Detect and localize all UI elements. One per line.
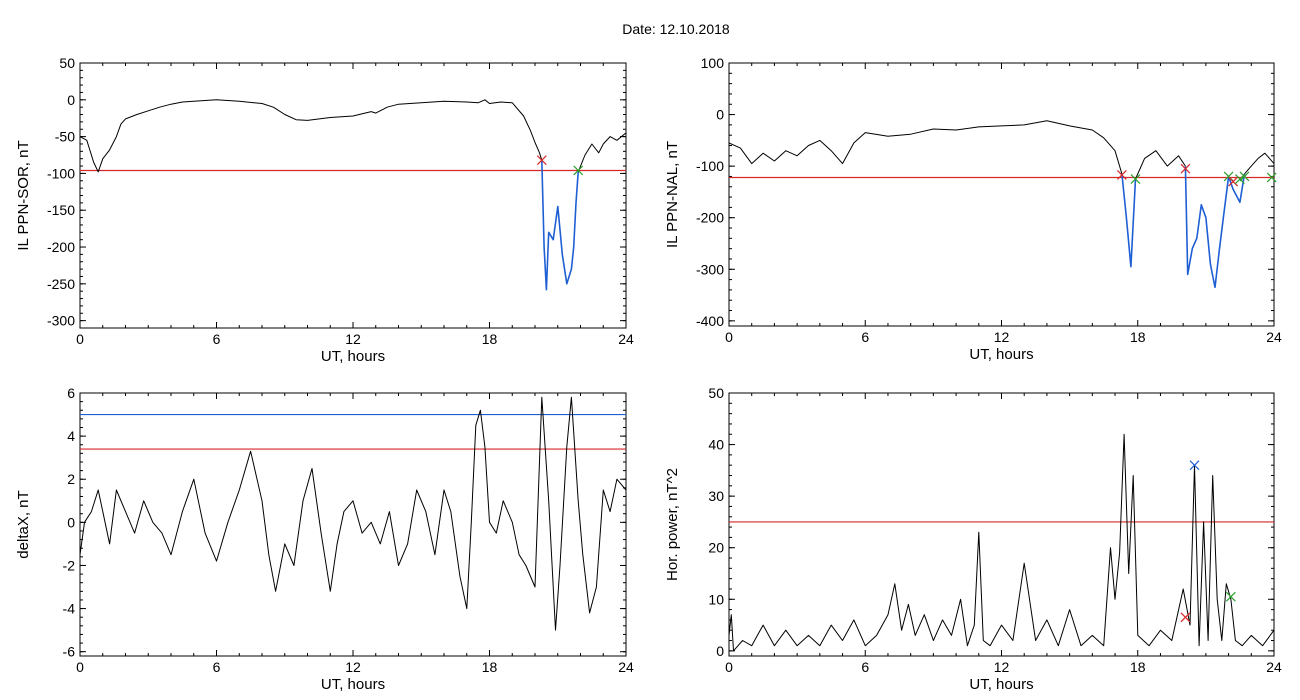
series-line-5: [1244, 152, 1274, 175]
y-tick-label: -200: [696, 210, 724, 226]
x-tick-label: 0: [725, 329, 733, 345]
x-tick-label: 0: [76, 331, 84, 347]
plot-frame: [728, 392, 1275, 657]
x-tick-label: 18: [482, 659, 498, 675]
y-tick-label: 30: [708, 488, 724, 504]
y-tick-label: -6: [63, 644, 76, 660]
y-tick-label: -100: [47, 165, 75, 181]
plot-area: [80, 99, 626, 291]
y-tick-label: 50: [708, 385, 724, 401]
y-tick-label: -200: [47, 239, 75, 255]
series-line-1: [729, 433, 1274, 652]
y-tick-label: -150: [47, 202, 75, 218]
cross-marker: [1266, 172, 1277, 183]
y-tick-label: 0: [716, 107, 724, 123]
x-tick-label: 6: [213, 659, 221, 675]
cross-marker: [1180, 163, 1191, 174]
x-tick-label: 18: [1130, 329, 1146, 345]
x-axis-label: UT, hours: [321, 348, 385, 365]
x-tick-label: 6: [861, 659, 869, 675]
y-tick-label: -250: [47, 276, 75, 292]
y-tick-label: 40: [708, 437, 724, 453]
plot-area: [729, 433, 1274, 652]
x-axis-label: UT, hours: [969, 346, 1033, 363]
y-axis-label: Hor. power, nT^2: [664, 468, 681, 581]
y-tick-label: 10: [708, 591, 724, 607]
y-tick-label: -300: [696, 261, 724, 277]
plot-frame: [728, 62, 1275, 327]
y-tick-label: 6: [67, 385, 75, 401]
x-tick-label: 24: [1266, 659, 1282, 675]
x-tick-label: 12: [345, 331, 361, 347]
y-tick-label: -4: [63, 601, 76, 617]
series-line-2: [1121, 173, 1137, 268]
plot-area: [729, 120, 1274, 289]
series-line-1: [80, 99, 543, 173]
plot-frame: [79, 62, 627, 329]
series-line-1: [80, 396, 626, 631]
y-tick-label: -100: [696, 158, 724, 174]
y-tick-label: -300: [47, 313, 75, 329]
y-tick-label: 4: [67, 428, 75, 444]
series-line-2: [541, 160, 579, 291]
panel-3: 0 6 12 18 24 6 4 2 0 -2 -4 -6 UT, hours deltaX, nT: [15, 385, 634, 693]
x-tick-label: 18: [482, 331, 498, 347]
x-tick-label: 24: [618, 331, 634, 347]
cross-marker: [1180, 612, 1191, 623]
y-tick-label: 100: [701, 55, 725, 71]
cross-marker: [1228, 176, 1239, 187]
x-tick-label: 0: [725, 659, 733, 675]
y-axis-label: deltaX, nT: [15, 490, 32, 558]
x-tick-label: 6: [213, 331, 221, 347]
y-tick-label: -400: [696, 313, 724, 329]
x-tick-label: 0: [76, 659, 84, 675]
plot-area: [80, 396, 626, 631]
y-tick-label: 50: [59, 55, 75, 71]
x-tick-label: 24: [618, 659, 634, 675]
cross-marker: [1225, 591, 1236, 602]
series-line-3: [577, 132, 626, 173]
x-axis-label: UT, hours: [969, 676, 1033, 693]
x-tick-label: 6: [861, 329, 869, 345]
y-tick-label: -50: [55, 129, 75, 145]
x-tick-label: 12: [345, 659, 361, 675]
series-line-3: [1135, 150, 1186, 180]
panel-1: 0 6 12 18 24 50 0 -50 -100 -150 -200 -250 -300 UT, ho…: [15, 55, 634, 365]
x-tick-label: 12: [994, 659, 1010, 675]
cross-marker: [1239, 171, 1250, 182]
y-tick-label: 0: [716, 643, 724, 659]
x-tick-label: 24: [1266, 329, 1282, 345]
y-tick-label: -2: [63, 557, 76, 573]
y-tick-label: 20: [708, 540, 724, 556]
cross-marker: [536, 155, 547, 166]
cross-marker: [1130, 174, 1141, 184]
panel-2: 0 6 12 18 24 100 0 -100 -200 -300 -400 UT, hours IL …: [664, 55, 1282, 363]
cross-marker: [1235, 174, 1245, 184]
cross-marker: [1116, 169, 1127, 180]
panel-4: 0 6 12 18 24 50 40 30 20 10 0 UT, hours Hor. power, …: [664, 385, 1282, 693]
y-tick-label: 0: [67, 514, 75, 530]
x-tick-label: 12: [994, 329, 1010, 345]
y-tick-label: 0: [67, 92, 75, 108]
x-tick-label: 18: [1130, 659, 1146, 675]
x-axis-label: UT, hours: [321, 676, 385, 693]
figure-title: Date: 12.10.2018: [622, 21, 730, 37]
cross-marker: [573, 165, 584, 176]
y-axis-label: IL PPN-NAL, nT: [664, 141, 681, 248]
y-axis-label: IL PPN-SOR, nT: [15, 140, 32, 250]
series-line-4: [1184, 166, 1246, 289]
series-line-1: [729, 120, 1123, 175]
y-tick-label: 2: [67, 471, 75, 487]
cross-marker: [1189, 460, 1200, 471]
